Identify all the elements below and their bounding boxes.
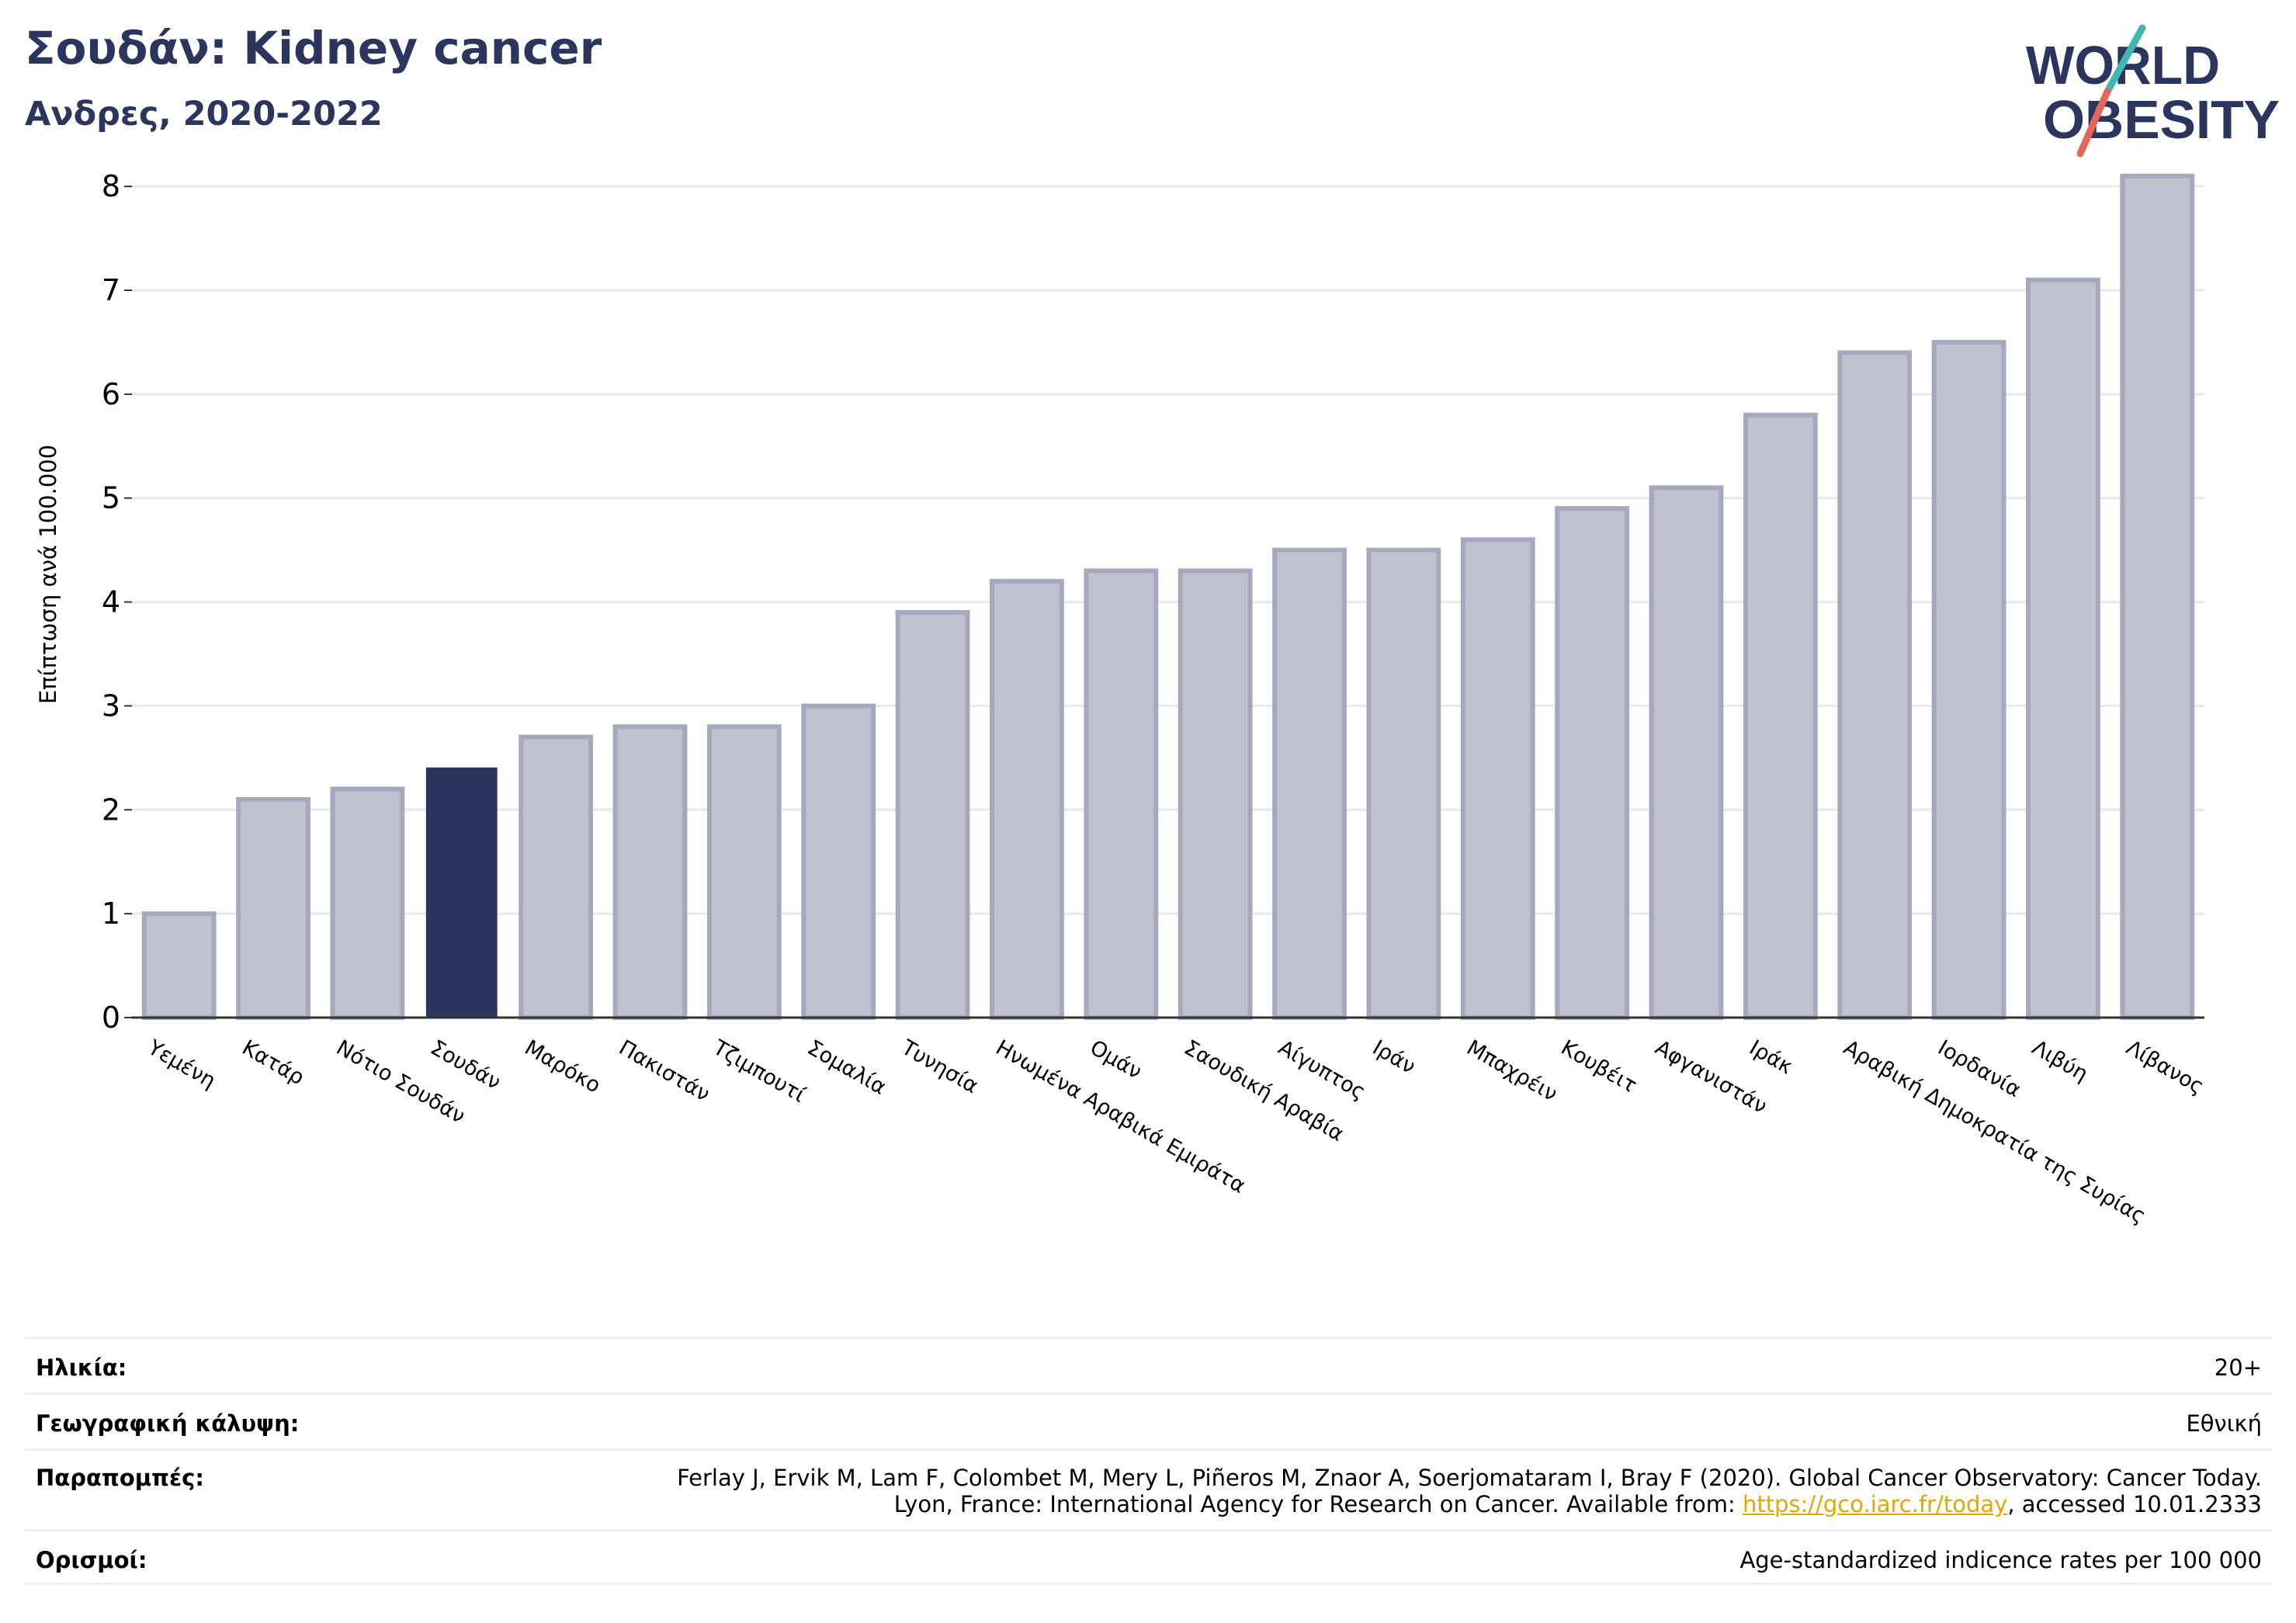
- meta-row-age: Ηλικία: 20+: [25, 1337, 2273, 1392]
- x-tick-label: Ιράκ: [1745, 1035, 1797, 1079]
- x-tick-label: Τζιμπουτί: [708, 1035, 809, 1108]
- metadata-table: Ηλικία: 20+ Γεωγραφική κάλυψη: Εθνική Πα…: [25, 1337, 2273, 1585]
- y-tick-label: 1: [102, 896, 120, 931]
- meta-label-definitions: Ορισμοί:: [36, 1547, 147, 1573]
- bar: [141, 911, 217, 1021]
- meta-value-age: 20+: [2214, 1354, 2262, 1381]
- bar: [1837, 350, 1913, 1020]
- bar: [519, 734, 594, 1020]
- world-obesity-logo: WORLD OBESITY: [2026, 24, 2280, 158]
- bar: [895, 609, 970, 1020]
- chart-title: Σουδάν: Kidney cancer: [25, 22, 602, 75]
- reference-link[interactable]: https://gco.iarc.fr/today: [1742, 1491, 2008, 1517]
- y-tick-label: 5: [102, 481, 120, 515]
- meta-label-age: Ηλικία:: [36, 1354, 127, 1381]
- bars: [132, 173, 2204, 1021]
- bar: [1177, 568, 1253, 1020]
- bar: [1460, 537, 1535, 1020]
- reference-accessed: , accessed 10.01.2333: [2007, 1491, 2262, 1517]
- x-tick-label: Σομαλία: [803, 1035, 890, 1100]
- bar: [612, 724, 688, 1020]
- meta-row-references: Παραπομπές: Ferlay J, Ervik M, Lam F, Co…: [25, 1448, 2273, 1529]
- bar: [1084, 568, 1159, 1020]
- y-tick-label: 6: [102, 377, 120, 411]
- bar: [2026, 277, 2100, 1020]
- y-axis-label: Επίπτωση ανά 100.000: [35, 445, 61, 704]
- bar: [1366, 547, 1441, 1021]
- x-tick-label: Λίβανος: [2122, 1035, 2208, 1099]
- bar: [1649, 485, 1724, 1020]
- x-tick-label: Ιράν: [1368, 1035, 1420, 1079]
- x-tick-label: Υεμένη: [143, 1035, 220, 1094]
- reference-line-1: Ferlay J, Ervik M, Lam F, Colombet M, Me…: [677, 1465, 2262, 1491]
- bar: [330, 786, 405, 1020]
- x-tick-label: Λιβύη: [2027, 1035, 2092, 1087]
- x-tick-label: Σουδάν: [426, 1035, 505, 1094]
- logo-slash-top: [2104, 24, 2146, 95]
- bar: [990, 578, 1064, 1020]
- bar: [236, 796, 310, 1020]
- reference-line-2: Lyon, France: International Agency for R…: [677, 1491, 2262, 1517]
- meta-value-references: Ferlay J, Ervik M, Lam F, Colombet M, Me…: [677, 1465, 2262, 1517]
- bar: [1931, 339, 2006, 1020]
- bar: [1272, 547, 1347, 1021]
- y-tick-label: 2: [102, 792, 120, 827]
- y-tick-label: 0: [102, 1001, 120, 1035]
- x-tick-label: Ομάν: [1086, 1035, 1146, 1084]
- reference-text: Lyon, France: International Agency for R…: [893, 1491, 1743, 1517]
- x-tick-label: Μπαχρέιν: [1462, 1035, 1561, 1106]
- x-tick-label: Μαρόκο: [521, 1035, 605, 1098]
- y-tick-label: 7: [102, 273, 120, 307]
- chart-subtitle: Ανδρες, 2020-2022: [25, 95, 383, 134]
- meta-value-definitions: Age-standardized indicence rates per 100…: [1739, 1547, 2262, 1573]
- y-tick-label: 3: [102, 688, 120, 723]
- y-tick-label: 8: [102, 169, 120, 203]
- bar: [801, 703, 876, 1020]
- x-tick-label: Σαουδική Αραβία: [1180, 1035, 1347, 1146]
- bar-highlighted: [425, 767, 498, 1019]
- logo-text-obesity: OBESITY: [2043, 89, 2280, 150]
- y-axis-ticks: 0 1 2 3 4 5 6 7 8: [102, 169, 132, 1035]
- bar: [1555, 506, 1630, 1020]
- meta-row-coverage: Γεωγραφική κάλυψη: Εθνική: [25, 1392, 2273, 1448]
- bar: [2120, 173, 2195, 1020]
- y-tick-label: 4: [102, 585, 120, 619]
- meta-value-coverage: Εθνική: [2186, 1410, 2262, 1437]
- x-tick-label: Πακιστάν: [615, 1035, 714, 1107]
- bar: [1743, 412, 1818, 1020]
- x-tick-label: Κατάρ: [238, 1035, 309, 1090]
- x-tick-label: Τυνησία: [897, 1035, 982, 1099]
- logo-slash-bottom: [2076, 88, 2111, 158]
- x-tick-label: Κουβέιτ: [1557, 1035, 1641, 1098]
- meta-label-references: Παραπομπές:: [36, 1465, 204, 1491]
- bar: [706, 724, 782, 1020]
- meta-label-coverage: Γεωγραφική κάλυψη:: [36, 1410, 300, 1437]
- meta-row-definitions: Ορισμοί: Age-standardized indicence rate…: [25, 1529, 2273, 1585]
